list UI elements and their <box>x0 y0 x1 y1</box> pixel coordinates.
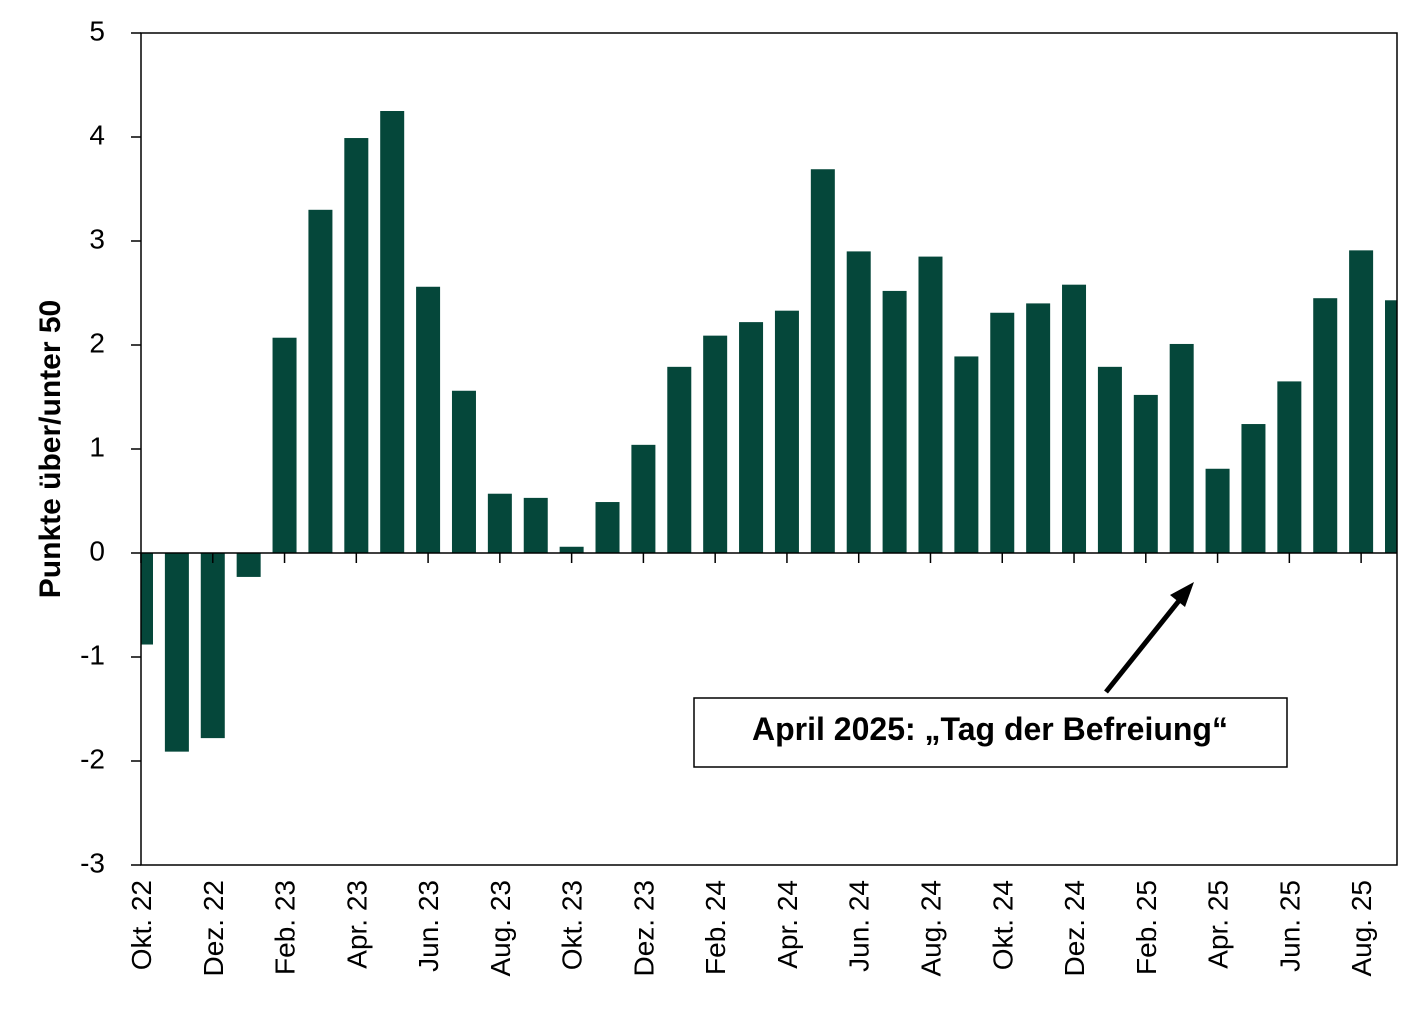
y-tick-label: 2 <box>89 327 105 358</box>
bar <box>1169 343 1194 553</box>
annotation: April 2025: „Tag der Befreiung“ <box>693 582 1288 768</box>
x-tick-label: Feb. 25 <box>1131 880 1162 975</box>
x-tick-label: Jun. 24 <box>844 880 875 972</box>
bar <box>703 335 728 553</box>
bar <box>739 322 764 553</box>
bar <box>380 111 405 553</box>
bar <box>451 390 476 553</box>
annotation-text: April 2025: „Tag der Befreiung“ <box>752 711 1228 747</box>
y-tick-label: 3 <box>89 223 105 254</box>
bar <box>667 366 692 553</box>
bar <box>1062 284 1087 553</box>
annotation-arrow <box>1104 590 1188 694</box>
bar <box>1026 303 1051 553</box>
y-tick-label: -2 <box>80 743 105 774</box>
bar <box>1133 394 1158 553</box>
bar <box>1385 300 1397 553</box>
bar <box>918 256 943 553</box>
bar <box>523 497 548 553</box>
bar <box>1277 381 1302 553</box>
bar <box>141 553 153 645</box>
bar <box>1241 424 1266 553</box>
bar <box>810 169 835 554</box>
y-tick-label: 5 <box>89 15 105 46</box>
y-tick-label: 0 <box>89 535 105 566</box>
bar <box>595 502 620 553</box>
x-tick-label: Dez. 23 <box>628 880 659 977</box>
x-tick-label: Apr. 23 <box>341 880 372 969</box>
bar <box>487 493 512 553</box>
x-tick-label: Dez. 24 <box>1059 880 1090 977</box>
bar <box>1313 298 1338 553</box>
bar <box>846 251 871 553</box>
x-tick-label: Aug. 25 <box>1346 880 1377 977</box>
bar <box>164 553 189 752</box>
x-tick-label: Jun. 23 <box>413 880 444 972</box>
arrow-head <box>1170 582 1194 607</box>
x-tick-label: Aug. 24 <box>915 880 946 977</box>
x-tick-label: Feb. 23 <box>270 880 301 975</box>
bar <box>1349 250 1374 554</box>
bar <box>416 286 441 553</box>
bar <box>882 290 907 553</box>
bar <box>990 312 1015 553</box>
x-tick-label: Okt. 22 <box>126 880 157 970</box>
y-tick-label: 1 <box>89 431 105 462</box>
bar <box>344 138 369 554</box>
bar <box>200 553 225 739</box>
x-tick-label: Apr. 24 <box>772 880 803 969</box>
x-tick-label: Feb. 24 <box>700 880 731 975</box>
bar <box>1205 468 1230 553</box>
y-tick-label: -3 <box>80 847 105 878</box>
bar <box>1097 366 1122 553</box>
y-axis-label: Punkte über/unter 50 <box>34 300 67 598</box>
y-tick-label: -1 <box>80 639 105 670</box>
x-tick-label: Aug. 23 <box>485 880 516 977</box>
bar <box>308 209 333 554</box>
y-tick-label: 4 <box>89 119 105 150</box>
bar <box>774 310 799 553</box>
x-tick-label: Okt. 23 <box>557 880 588 970</box>
x-tick-label: Apr. 25 <box>1203 880 1234 969</box>
bars <box>141 111 1397 752</box>
bar <box>559 546 584 553</box>
x-tick-label: Dez. 22 <box>198 880 229 977</box>
x-tick-label: Jun. 25 <box>1274 880 1305 972</box>
annotation-box <box>693 697 1288 768</box>
bar <box>236 553 261 577</box>
bar <box>954 356 979 553</box>
x-tick-label: Okt. 24 <box>987 880 1018 970</box>
bar <box>272 337 297 553</box>
bar <box>631 444 656 553</box>
